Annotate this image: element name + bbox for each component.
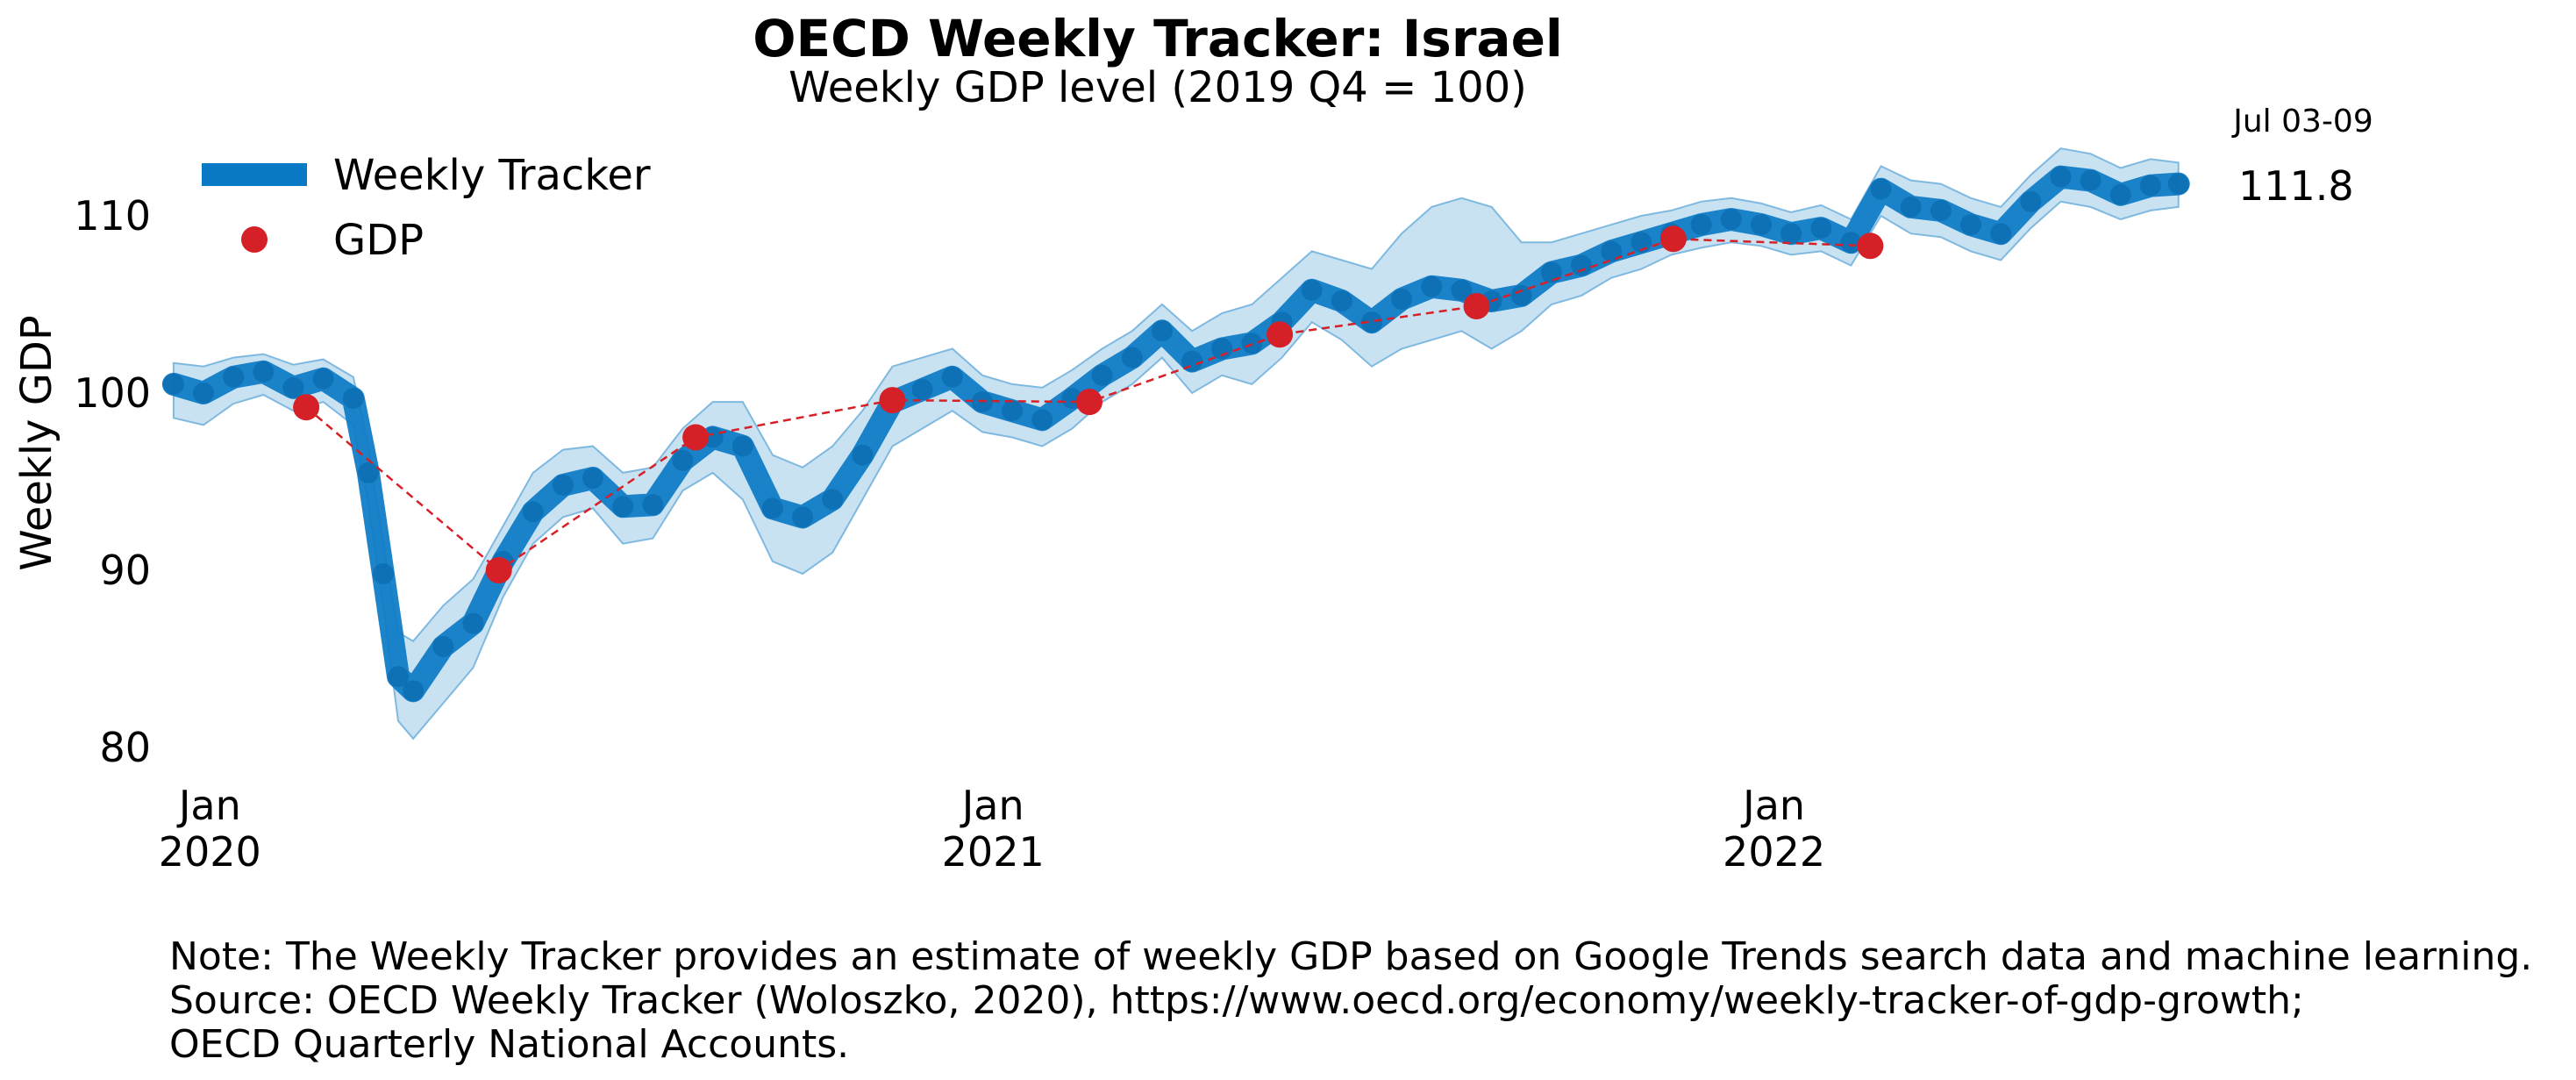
weekly-tracker-point — [1391, 288, 1413, 310]
weekly-tracker-point — [403, 680, 425, 702]
weekly-tracker-point — [1121, 347, 1143, 368]
chart-title: OECD Weekly Tracker: Israel — [753, 9, 1563, 68]
weekly-tracker-point — [432, 635, 454, 657]
weekly-tracker-point — [1451, 279, 1473, 301]
weekly-tracker-point — [1571, 254, 1592, 276]
weekly-tracker-point — [2139, 175, 2161, 197]
weekly-tracker-point — [1601, 240, 1623, 262]
legend-gdp-swatch — [241, 226, 268, 253]
gdp-marker — [1857, 232, 1884, 260]
weekly-tracker-point — [1930, 199, 1952, 221]
legend-tracker-label: Weekly Tracker — [333, 151, 651, 200]
gdp-marker — [1076, 389, 1102, 416]
weekly-tracker-point — [822, 489, 844, 511]
weekly-tracker-point — [1810, 218, 1832, 240]
weekly-tracker-point — [1960, 214, 1981, 236]
x-tick-label-year: 2020 — [159, 828, 261, 876]
x-tick-label-month: Jan — [1740, 782, 1805, 829]
weekly-tracker-point — [2080, 169, 2101, 191]
weekly-tracker-line — [161, 165, 2190, 703]
weekly-tracker-point — [253, 361, 275, 383]
weekly-tracker-point — [223, 366, 245, 388]
weekly-tracker-point — [582, 468, 603, 489]
y-tick-label: 90 — [99, 547, 151, 594]
weekly-tracker-point — [1301, 279, 1323, 301]
weekly-tracker-point — [1421, 275, 1443, 297]
weekly-tracker-point — [612, 496, 634, 518]
gdp-marker — [293, 394, 320, 421]
weekly-tracker-point — [1031, 409, 1053, 431]
weekly-tracker-point — [1751, 214, 1772, 236]
y-tick-label: 80 — [99, 724, 151, 771]
gdp-marker — [1463, 293, 1490, 319]
weekly-tracker-point — [1331, 290, 1352, 311]
x-tick-label-month: Jan — [960, 782, 1024, 829]
weekly-tracker-point — [462, 612, 484, 634]
gdp-marker — [879, 387, 906, 414]
gdp-marker — [1659, 225, 1687, 253]
weekly-tracker-point — [1870, 178, 1892, 200]
weekly-tracker-point — [1900, 196, 1922, 218]
weekly-tracker-point — [1780, 223, 1802, 245]
end-period-label: Jul 03-09 — [2231, 104, 2373, 139]
weekly-tracker-point — [2167, 173, 2189, 195]
x-tick-label-month: Jan — [176, 782, 241, 829]
weekly-tracker-point — [1840, 232, 1862, 254]
legend-gdp-label: GDP — [333, 216, 424, 265]
weekly-tracker-point — [522, 501, 544, 523]
x-tick-label-year: 2021 — [942, 828, 1045, 876]
note-line-3: OECD Quarterly National Accounts. — [169, 1022, 850, 1067]
weekly-tracker-point — [193, 383, 214, 404]
weekly-tracker-point — [792, 506, 814, 528]
weekly-tracker-point — [2050, 166, 2072, 188]
weekly-tracker-point — [1002, 400, 1024, 422]
tracker-confidence-band — [172, 147, 2180, 740]
weekly-tracker-point — [761, 497, 783, 519]
weekly-tracker-point — [388, 666, 409, 688]
weekly-tracker-point — [162, 373, 184, 395]
weekly-tracker-point — [911, 379, 933, 400]
weekly-tracker-point — [1690, 214, 1712, 236]
gdp-marker — [682, 424, 710, 451]
y-tick-label: 100 — [74, 369, 151, 417]
weekly-tracker-point — [312, 368, 334, 390]
note-line-2: Source: OECD Weekly Tracker (Woloszko, 2… — [169, 978, 2304, 1023]
weekly-tracker-point — [1361, 311, 1382, 333]
gdp-marker — [485, 557, 512, 583]
weekly-tracker-point — [282, 376, 304, 398]
weekly-tracker-point — [731, 435, 753, 457]
weekly-tracker-point — [852, 444, 874, 466]
weekly-tracker-point — [1720, 209, 1742, 230]
weekly-tracker-point — [357, 461, 379, 483]
chart-subtitle: Weekly GDP level (2019 Q4 = 100) — [788, 63, 1527, 112]
weekly-tracker-point — [2109, 183, 2131, 205]
y-tick-label: 110 — [74, 192, 151, 240]
weekly-tracker-point — [1091, 364, 1113, 386]
weekly-tracker-point — [642, 494, 664, 516]
note-line-1: Note: The Weekly Tracker provides an est… — [169, 934, 2533, 979]
x-tick-label-year: 2022 — [1723, 828, 1825, 876]
weekly-tracker-point — [1540, 261, 1562, 283]
weekly-tracker-point — [2020, 190, 2042, 212]
weekly-tracker-point — [1151, 320, 1173, 342]
gdp-marker — [1267, 321, 1294, 348]
weekly-tracker-point — [941, 366, 963, 388]
end-value-label: 111.8 — [2238, 162, 2354, 210]
y-axis-label: Weekly GDP — [12, 315, 61, 571]
weekly-tracker-point — [552, 475, 574, 496]
weekly-tracker-point — [1510, 284, 1532, 306]
weekly-tracker-point — [1990, 223, 2012, 245]
weekly-tracker-point — [372, 563, 394, 584]
weekly-tracker-point — [672, 449, 694, 471]
weekly-tracker-point — [342, 388, 364, 410]
